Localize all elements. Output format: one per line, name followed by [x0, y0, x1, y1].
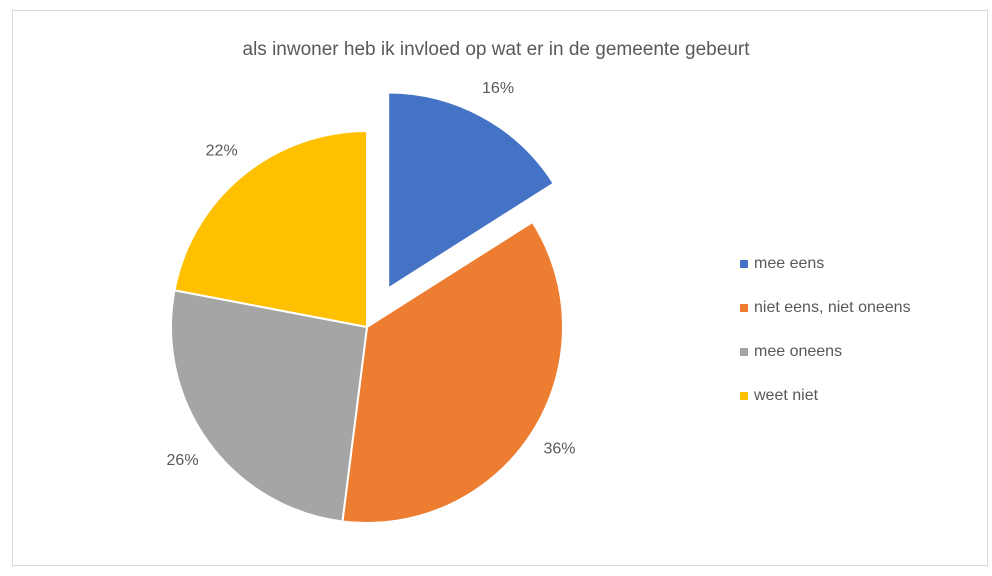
chart-title: als inwoner heb ik invloed op wat er in …: [243, 39, 751, 60]
legend-label: mee eens: [754, 255, 824, 272]
legend-label: mee oneens: [754, 343, 842, 360]
data-label: 26%: [167, 452, 199, 469]
legend-swatch: [740, 392, 748, 400]
data-label: 16%: [482, 80, 514, 97]
legend-label: niet eens, niet oneens: [754, 299, 911, 316]
legend-swatch: [740, 260, 748, 268]
data-label: 22%: [206, 143, 238, 160]
data-label: 36%: [543, 440, 575, 457]
pie-slice: [170, 289, 369, 523]
legend-swatch: [740, 348, 748, 356]
legend-label: weet niet: [753, 387, 819, 404]
pie-slice: [173, 129, 368, 329]
pie-slice: [387, 91, 556, 291]
pie-slice: [341, 220, 564, 524]
legend-swatch: [740, 304, 748, 312]
